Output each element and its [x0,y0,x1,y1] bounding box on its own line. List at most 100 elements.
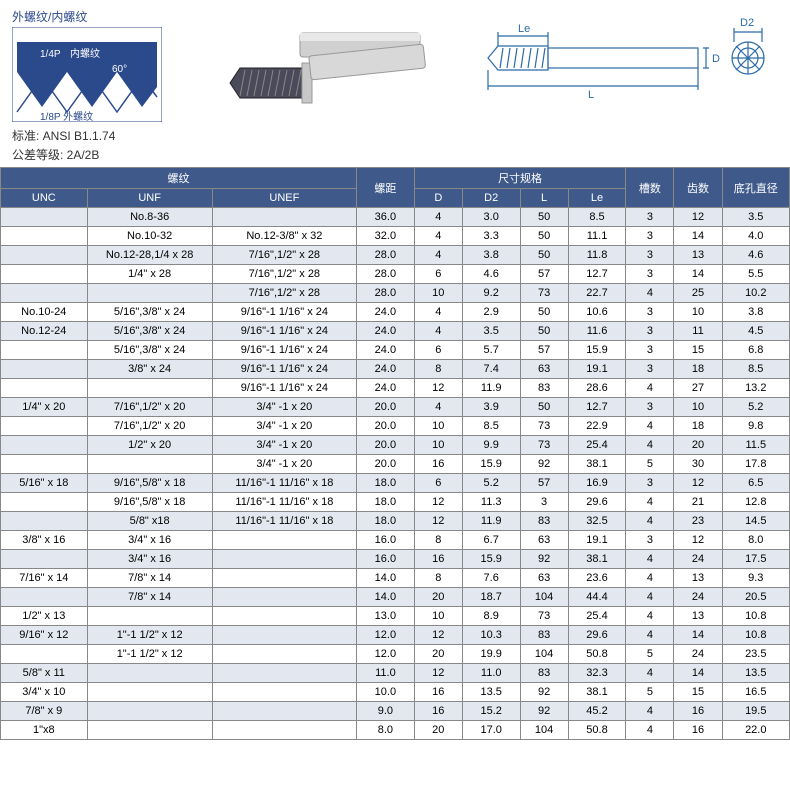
cell-d2: 3.9 [462,398,520,417]
cell-d2: 15.2 [462,702,520,721]
cell-teeth: 27 [674,379,722,398]
cell-unf: 5/16",3/8" x 24 [87,322,212,341]
cell-unc [1,550,88,569]
th-le: Le [568,189,626,208]
cell-le: 45.2 [568,702,626,721]
cell-teeth: 18 [674,417,722,436]
table-row: 9/16",5/8" x 1811/16"-1 11/16" x 1818.01… [1,493,790,512]
cell-l: 57 [520,341,568,360]
cell-unef [212,607,356,626]
cell-unc: 1/2" x 13 [1,607,88,626]
cell-unef [212,588,356,607]
dim-d-label: D [712,53,720,65]
cell-slots: 4 [626,436,674,455]
cell-d: 6 [414,341,462,360]
th-thread: 螺纹 [1,168,357,189]
cell-d2: 11.0 [462,664,520,683]
table-row: 3/8" x 163/4" x 1616.086.76319.13128.0 [1,531,790,550]
cell-unf: No.8-36 [87,208,212,227]
cell-slots: 3 [626,208,674,227]
th-unc: UNC [1,189,88,208]
cell-d: 12 [414,664,462,683]
cell-le: 38.1 [568,683,626,702]
cell-d: 20 [414,721,462,740]
cell-l: 73 [520,417,568,436]
cell-d: 4 [414,227,462,246]
cell-bore: 10.2 [722,284,789,303]
cell-l: 3 [520,493,568,512]
cell-d: 10 [414,436,462,455]
cell-unef: 7/16",1/2" x 28 [212,246,356,265]
cell-unf: 1/2" x 20 [87,436,212,455]
cell-le: 38.1 [568,550,626,569]
cell-d: 12 [414,379,462,398]
cell-bore: 17.8 [722,455,789,474]
cell-l: 63 [520,531,568,550]
cell-teeth: 14 [674,227,722,246]
cell-unc: 7/16" x 14 [1,569,88,588]
cell-pitch: 9.0 [357,702,415,721]
th-bore: 底孔直径 [722,168,789,208]
cell-l: 92 [520,683,568,702]
dim-le-label: Le [518,23,530,35]
thread-svg: 1/4P 内螺纹 60° 1/8P 外螺纹 [12,27,162,122]
cell-slots: 4 [626,493,674,512]
cell-unc: 1"x8 [1,721,88,740]
table-row: No.12-245/16",3/8" x 249/16"-1 1/16" x 2… [1,322,790,341]
cell-pitch: 11.0 [357,664,415,683]
cell-le: 10.6 [568,303,626,322]
cell-d2: 10.3 [462,626,520,645]
cell-unef [212,645,356,664]
cell-d2: 8.9 [462,607,520,626]
cell-d: 10 [414,417,462,436]
cell-l: 92 [520,702,568,721]
cell-d: 4 [414,322,462,341]
cell-slots: 3 [626,322,674,341]
cell-unc: No.10-24 [1,303,88,322]
cell-unf: 9/16",5/8" x 18 [87,474,212,493]
cell-le: 15.9 [568,341,626,360]
cell-unf: No.10-32 [87,227,212,246]
cell-d2: 3.8 [462,246,520,265]
tolerance-text: 公差等级: 2A/2B [12,146,162,163]
cell-slots: 3 [626,246,674,265]
cell-teeth: 11 [674,322,722,341]
cell-d2: 9.9 [462,436,520,455]
cell-unf [87,379,212,398]
cell-pitch: 12.0 [357,626,415,645]
cell-teeth: 24 [674,550,722,569]
cell-bore: 3.5 [722,208,789,227]
cell-l: 50 [520,208,568,227]
cell-pitch: 10.0 [357,683,415,702]
cell-unf [87,702,212,721]
table-row: No.10-245/16",3/8" x 249/16"-1 1/16" x 2… [1,303,790,322]
cell-unef: 9/16"-1 1/16" x 24 [212,341,356,360]
cell-pitch: 8.0 [357,721,415,740]
cell-pitch: 16.0 [357,531,415,550]
cell-unc [1,360,88,379]
cell-unf: 9/16",5/8" x 18 [87,493,212,512]
cell-d2: 3.5 [462,322,520,341]
cell-l: 50 [520,322,568,341]
cell-unc [1,588,88,607]
cell-pitch: 16.0 [357,550,415,569]
cell-slots: 3 [626,341,674,360]
cell-bore: 6.8 [722,341,789,360]
cell-teeth: 24 [674,588,722,607]
cell-l: 73 [520,436,568,455]
cell-slots: 3 [626,265,674,284]
cell-unef: 9/16"-1 1/16" x 24 [212,303,356,322]
cell-d: 16 [414,702,462,721]
cell-unf: 1"-1 1/2" x 12 [87,626,212,645]
cell-d: 20 [414,588,462,607]
cell-teeth: 18 [674,360,722,379]
cell-l: 104 [520,721,568,740]
thread-profile-diagram: 外螺纹/内螺纹 1/4P 内螺纹 60° 1/8P 外螺纹 标准: ANSI B… [12,8,162,163]
cell-le: 22.9 [568,417,626,436]
cell-unef: 7/16",1/2" x 28 [212,284,356,303]
table-row: 5/16",3/8" x 249/16"-1 1/16" x 2424.065.… [1,341,790,360]
table-row: 9/16"-1 1/16" x 2424.01211.98328.642713.… [1,379,790,398]
table-row: No.10-32No.12-3/8" x 3232.043.35011.1314… [1,227,790,246]
cell-d: 10 [414,284,462,303]
cell-d2: 2.9 [462,303,520,322]
